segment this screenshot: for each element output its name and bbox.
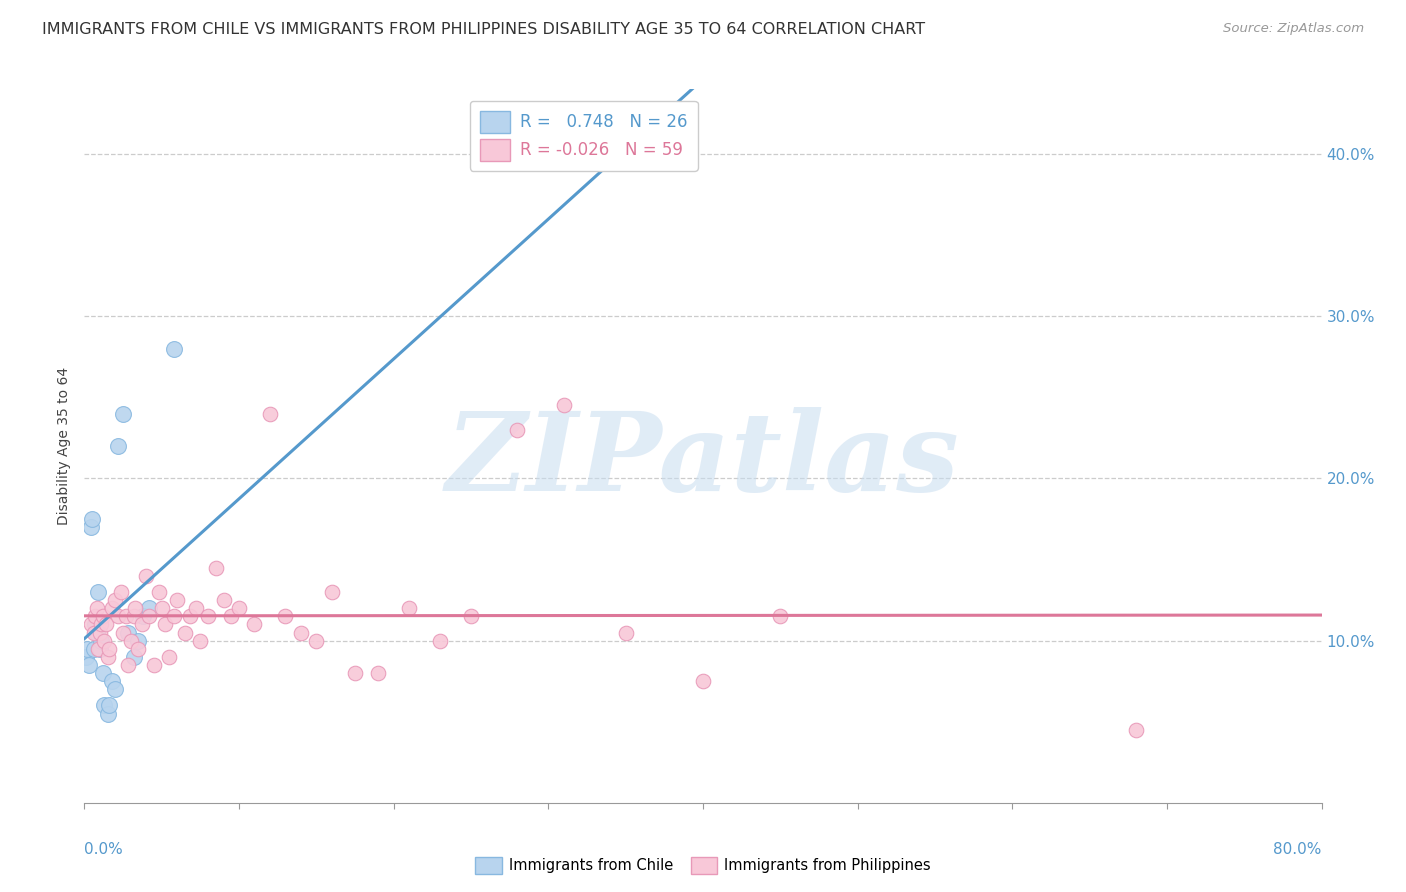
Point: [179, 609, 201, 624]
Point: [87, 641, 110, 656]
Point: [614, 625, 637, 640]
Point: [321, 585, 343, 599]
Point: [112, 625, 135, 640]
Point: [274, 609, 297, 624]
Point: [367, 666, 389, 681]
Point: [107, 439, 129, 453]
Legend: R =   0.748   N = 26, R = -0.026   N = 59: R = 0.748 N = 26, R = -0.026 N = 59: [470, 101, 697, 170]
Point: [122, 609, 145, 624]
Point: [398, 601, 420, 615]
Point: [77, 657, 100, 672]
Point: [76, 641, 98, 656]
Point: [91, 666, 114, 681]
Text: 80.0%: 80.0%: [1274, 842, 1322, 857]
Point: [93, 633, 115, 648]
Point: [664, 114, 686, 128]
Point: [553, 399, 575, 413]
Point: [150, 601, 173, 615]
Text: Source: ZipAtlas.com: Source: ZipAtlas.com: [1223, 22, 1364, 36]
Point: [83, 625, 105, 640]
Point: [115, 609, 138, 624]
Point: [84, 617, 107, 632]
Point: [89, 641, 111, 656]
Point: [94, 617, 117, 632]
Point: [112, 407, 135, 421]
Point: [97, 706, 120, 721]
Point: [769, 609, 792, 624]
Point: [506, 423, 529, 437]
Point: [290, 625, 312, 640]
Point: [138, 601, 160, 615]
Point: [104, 682, 127, 697]
Text: ZIPatlas: ZIPatlas: [446, 407, 960, 514]
Point: [128, 641, 150, 656]
Point: [90, 633, 112, 648]
Point: [243, 617, 266, 632]
Point: [692, 674, 714, 689]
Point: [159, 649, 181, 664]
Point: [184, 601, 207, 615]
Point: [460, 609, 482, 624]
Point: [84, 609, 107, 624]
Point: [120, 633, 142, 648]
Point: [143, 657, 166, 672]
Point: [221, 609, 243, 624]
Point: [117, 657, 139, 672]
Point: [132, 609, 155, 624]
Point: [110, 585, 132, 599]
Point: [87, 585, 110, 599]
Point: [228, 601, 250, 615]
Point: [83, 641, 105, 656]
Point: [117, 625, 139, 640]
Point: [104, 593, 127, 607]
Point: [163, 609, 186, 624]
Point: [101, 601, 124, 615]
Point: [148, 585, 170, 599]
Point: [79, 617, 101, 632]
Point: [86, 625, 108, 640]
Point: [93, 698, 115, 713]
Point: [122, 649, 145, 664]
Text: 0.0%: 0.0%: [84, 842, 124, 857]
Y-axis label: Disability Age 35 to 64: Disability Age 35 to 64: [58, 367, 72, 525]
Point: [128, 633, 150, 648]
Point: [98, 641, 121, 656]
Point: [174, 625, 197, 640]
Point: [79, 520, 101, 534]
Point: [89, 625, 111, 640]
Point: [135, 568, 157, 582]
Point: [138, 609, 160, 624]
Point: [205, 560, 228, 574]
Point: [101, 674, 124, 689]
Point: [91, 609, 114, 624]
Point: [188, 633, 212, 648]
Point: [259, 407, 281, 421]
Point: [82, 512, 104, 526]
Point: [212, 593, 235, 607]
Point: [429, 633, 451, 648]
Point: [75, 649, 97, 664]
Point: [97, 649, 120, 664]
Point: [107, 609, 129, 624]
Point: [163, 342, 186, 356]
Point: [166, 593, 188, 607]
Point: [86, 601, 108, 615]
Point: [1125, 723, 1147, 737]
Point: [98, 698, 121, 713]
Text: IMMIGRANTS FROM CHILE VS IMMIGRANTS FROM PHILIPPINES DISABILITY AGE 35 TO 64 COR: IMMIGRANTS FROM CHILE VS IMMIGRANTS FROM…: [42, 22, 925, 37]
Point: [197, 609, 219, 624]
Point: [153, 617, 176, 632]
Point: [344, 666, 367, 681]
Point: [124, 601, 146, 615]
Point: [90, 617, 112, 632]
Legend: Immigrants from Chile, Immigrants from Philippines: Immigrants from Chile, Immigrants from P…: [470, 851, 936, 880]
Point: [131, 617, 153, 632]
Point: [305, 633, 328, 648]
